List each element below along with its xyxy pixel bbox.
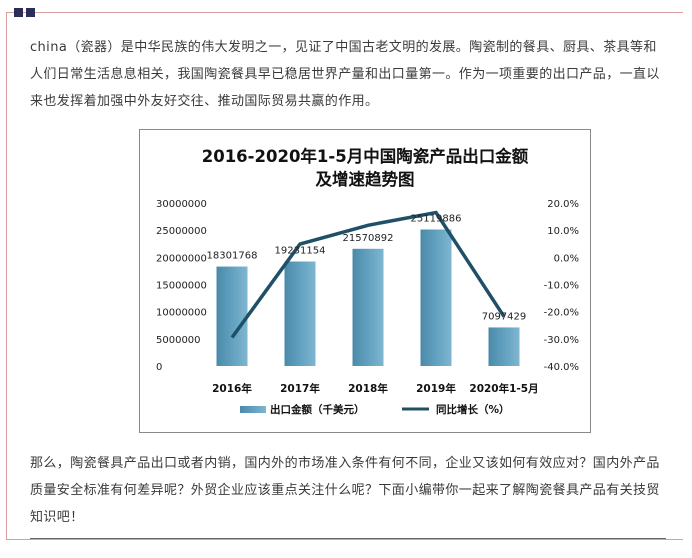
right-axis-tick: 10.0% (547, 226, 579, 237)
bar (488, 327, 520, 366)
article-frame (6, 12, 683, 540)
bar-value-label: 25119886 (411, 214, 462, 225)
category-label: 2018年 (348, 382, 388, 395)
bar (284, 261, 316, 366)
bar-value-label: 19231154 (275, 246, 326, 257)
left-axis-tick: 25000000 (156, 226, 207, 237)
left-axis-tick: 15000000 (156, 281, 207, 292)
divider (30, 538, 666, 539)
bar (216, 266, 248, 366)
export-chart: 2016-2020年1-5月中国陶瓷产品出口金额 及增速趋势图 30000000… (139, 129, 591, 433)
legend-bar-label: 出口金额（千美元） (270, 403, 365, 416)
left-axis-tick: 5000000 (156, 335, 201, 346)
right-axis-tick: -30.0% (544, 335, 579, 346)
category-label: 2019年 (416, 382, 456, 395)
category-label: 2020年1-5月 (469, 382, 538, 395)
left-axis-tick: 20000000 (156, 253, 207, 264)
category-label: 2017年 (280, 382, 320, 395)
corner-decoration (14, 8, 35, 17)
left-axis-tick: 10000000 (156, 308, 207, 319)
chart-title-line1: 2016-2020年1-5月中国陶瓷产品出口金额 (202, 146, 529, 166)
left-axis-tick: 0 (156, 362, 162, 373)
legend-line-label: 同比增长（%） (436, 403, 510, 416)
right-axis-tick: -40.0% (544, 362, 579, 373)
right-axis-tick: 20.0% (547, 199, 579, 210)
growth-line (230, 210, 506, 339)
right-axis-tick: 0.0% (554, 253, 579, 264)
right-axis-tick: -10.0% (544, 281, 579, 292)
right-axis-tick: -20.0% (544, 308, 579, 319)
category-label: 2016年 (212, 382, 252, 395)
legend-bar-swatch (240, 406, 266, 413)
bar-value-label: 21570892 (343, 233, 394, 244)
bar (420, 229, 452, 366)
chart-svg: 2016-2020年1-5月中国陶瓷产品出口金额 及增速趋势图 30000000… (156, 146, 579, 416)
outro-paragraph: 那么，陶瓷餐具产品出口或者内销，国内外的市场准入条件有何不同，企业又该如何有效应… (30, 456, 660, 525)
bar-value-label: 7097429 (482, 311, 527, 322)
chart-title-line2: 及增速趋势图 (316, 169, 415, 189)
bar-value-label: 18301768 (207, 251, 258, 262)
bar (352, 248, 384, 366)
intro-paragraph: china（瓷器）是中华民族的伟大发明之一，见证了中国古老文明的发展。陶瓷制的餐… (30, 40, 660, 109)
left-axis-tick: 30000000 (156, 199, 207, 210)
